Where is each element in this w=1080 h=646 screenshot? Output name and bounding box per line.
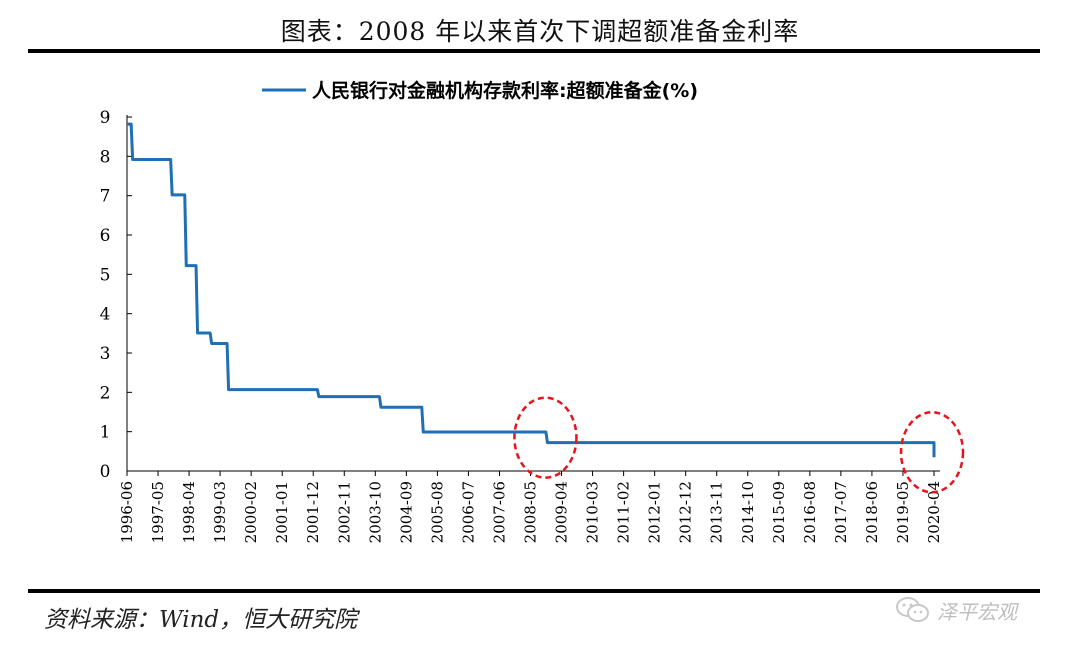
x-tick-label: 2009-04 xyxy=(553,481,571,543)
source-note: 资料来源：Wind，恒大研究院 xyxy=(44,607,358,633)
x-tick-label: 2015-09 xyxy=(770,481,788,543)
y-tick-label: 3 xyxy=(100,344,111,364)
page-title: 图表：2008 年以来首次下调超额准备金利率 xyxy=(280,17,800,46)
top-rule xyxy=(28,49,1040,53)
x-tick-label: 2013-11 xyxy=(708,481,726,543)
x-tick-label: 1997-05 xyxy=(149,481,167,543)
x-tick-label: 2012-01 xyxy=(646,481,664,543)
x-tick-label: 2002-11 xyxy=(335,481,353,543)
series-line xyxy=(127,122,936,458)
y-tick-label: 0 xyxy=(100,462,111,482)
y-tick-label: 9 xyxy=(100,108,111,128)
y-tick-label: 4 xyxy=(100,305,111,325)
x-tick-label: 2003-10 xyxy=(366,481,384,543)
y-tick-label: 2 xyxy=(100,383,111,403)
x-tick-label: 2005-08 xyxy=(428,481,446,543)
watermark-text: 泽平宏观 xyxy=(937,599,1017,624)
x-tick-label: 2011-02 xyxy=(615,481,633,543)
y-tick-label: 8 xyxy=(100,147,111,167)
x-tick-label: 2004-09 xyxy=(397,481,415,543)
legend-label: 人民银行对金融机构存款利率:超额准备金(%) xyxy=(312,79,698,102)
x-tick-label: 2012-12 xyxy=(677,481,695,543)
x-tick-label: 2010-03 xyxy=(584,481,602,543)
y-tick-label: 5 xyxy=(100,265,111,285)
x-tick-label: 2018-06 xyxy=(863,481,881,543)
x-tick-label: 2000-02 xyxy=(242,481,260,543)
x-tick-label: 2014-10 xyxy=(739,481,757,543)
y-tick-label: 1 xyxy=(100,423,111,443)
x-tick-label: 1999-03 xyxy=(211,481,229,543)
bottom-rule xyxy=(28,589,1040,593)
x-tick-label: 2019-05 xyxy=(894,481,912,543)
x-tick-label: 2020-04 xyxy=(925,481,943,543)
x-tick-label: 2001-01 xyxy=(273,481,291,543)
x-tick-label: 2016-08 xyxy=(801,481,819,543)
x-tick-label: 2017-07 xyxy=(832,481,850,543)
x-tick-label: 2008-05 xyxy=(522,481,540,543)
watermark: 泽平宏观 xyxy=(895,592,1017,628)
x-tick-label: 1996-06 xyxy=(118,481,136,543)
x-tick-label: 1998-04 xyxy=(180,481,198,543)
x-tick-label: 2001-12 xyxy=(304,481,322,543)
wechat-icon xyxy=(896,597,929,622)
x-tick-label: 2006-07 xyxy=(459,481,477,543)
y-tick-label: 7 xyxy=(100,187,111,207)
highlight-ellipse xyxy=(513,396,578,479)
x-tick-label: 2007-06 xyxy=(490,481,508,543)
highlight-ellipse xyxy=(899,410,965,494)
y-tick-label: 6 xyxy=(100,226,111,246)
